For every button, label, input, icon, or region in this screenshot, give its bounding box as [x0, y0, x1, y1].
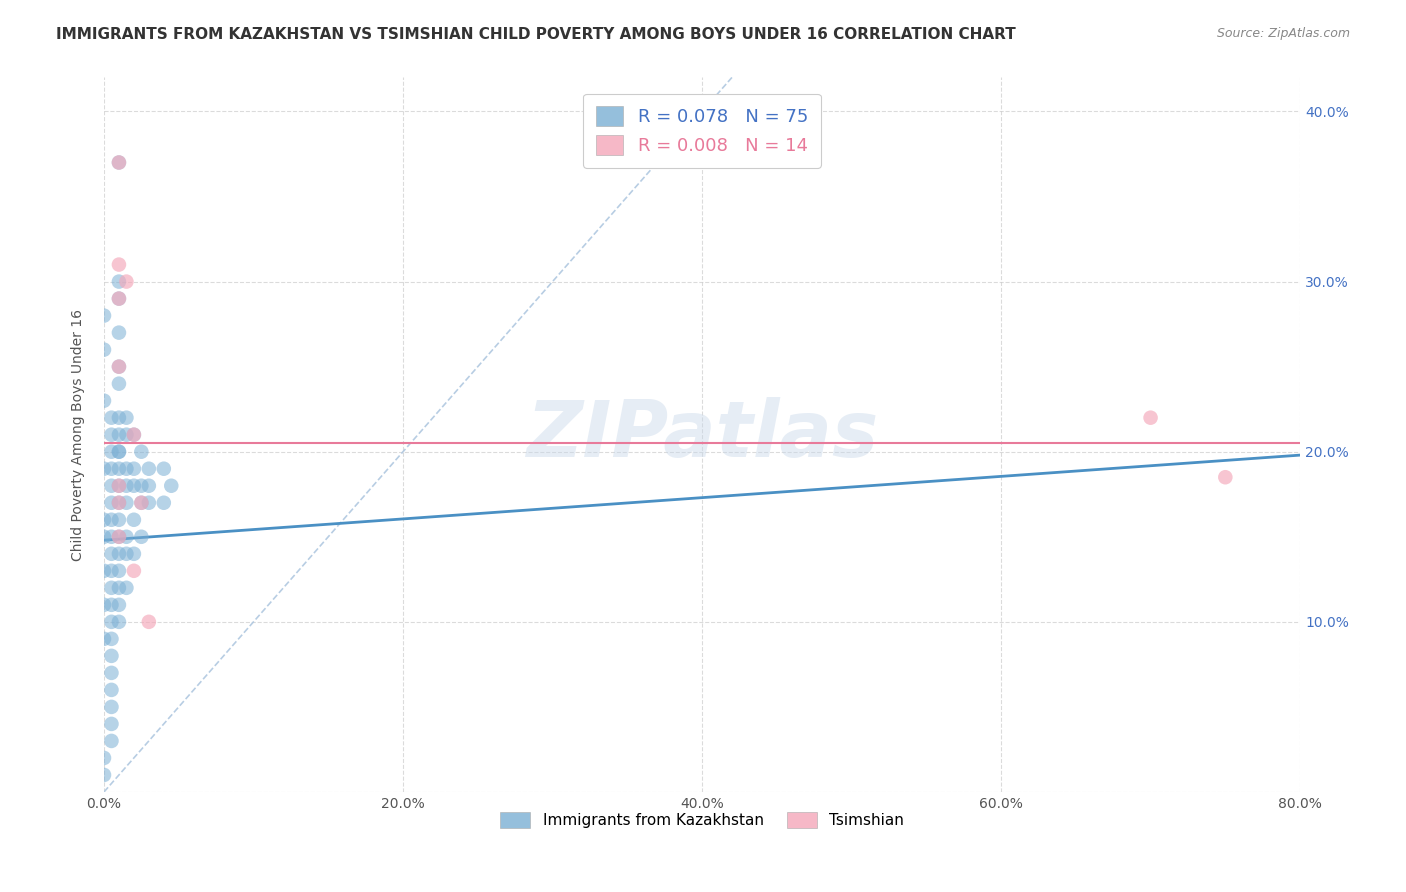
Point	[93, 530, 115, 544]
Point	[122, 547, 145, 561]
Point	[108, 427, 131, 442]
Point	[138, 479, 160, 493]
Point	[122, 427, 145, 442]
Point	[108, 444, 131, 458]
Text: IMMIGRANTS FROM KAZAKHSTAN VS TSIMSHIAN CHILD POVERTY AMONG BOYS UNDER 16 CORREL: IMMIGRANTS FROM KAZAKHSTAN VS TSIMSHIAN …	[56, 27, 1017, 42]
Point	[108, 530, 131, 544]
Point	[115, 530, 138, 544]
Point	[100, 717, 122, 731]
Point	[1213, 470, 1236, 484]
Point	[1139, 410, 1161, 425]
Point	[100, 734, 122, 748]
Point	[108, 359, 131, 374]
Point	[108, 359, 131, 374]
Point	[93, 513, 115, 527]
Point	[108, 326, 131, 340]
Point	[122, 513, 145, 527]
Point	[115, 427, 138, 442]
Point	[138, 496, 160, 510]
Point	[115, 461, 138, 475]
Point	[108, 564, 131, 578]
Point	[100, 564, 122, 578]
Point	[131, 496, 153, 510]
Point	[93, 309, 115, 323]
Point	[93, 598, 115, 612]
Point	[100, 598, 122, 612]
Point	[100, 427, 122, 442]
Point	[108, 155, 131, 169]
Point	[100, 615, 122, 629]
Point	[131, 530, 153, 544]
Point	[108, 410, 131, 425]
Point	[93, 461, 115, 475]
Point	[108, 155, 131, 169]
Point	[100, 581, 122, 595]
Point	[122, 479, 145, 493]
Point	[122, 564, 145, 578]
Point	[93, 751, 115, 765]
Point	[115, 581, 138, 595]
Point	[108, 479, 131, 493]
Point	[108, 530, 131, 544]
Point	[93, 343, 115, 357]
Point	[100, 461, 122, 475]
Point	[108, 615, 131, 629]
Point	[108, 581, 131, 595]
Point	[100, 682, 122, 697]
Point	[108, 376, 131, 391]
Point	[108, 275, 131, 289]
Point	[122, 461, 145, 475]
Point	[108, 461, 131, 475]
Point	[108, 479, 131, 493]
Point	[100, 547, 122, 561]
Point	[100, 496, 122, 510]
Text: Source: ZipAtlas.com: Source: ZipAtlas.com	[1216, 27, 1350, 40]
Point	[108, 496, 131, 510]
Point	[115, 547, 138, 561]
Point	[100, 444, 122, 458]
Point	[108, 258, 131, 272]
Point	[93, 632, 115, 646]
Point	[108, 598, 131, 612]
Point	[100, 632, 122, 646]
Point	[108, 547, 131, 561]
Point	[108, 496, 131, 510]
Point	[138, 615, 160, 629]
Point	[100, 513, 122, 527]
Y-axis label: Child Poverty Among Boys Under 16: Child Poverty Among Boys Under 16	[72, 309, 86, 561]
Point	[122, 427, 145, 442]
Point	[152, 461, 174, 475]
Point	[100, 699, 122, 714]
Text: ZIPatlas: ZIPatlas	[526, 397, 879, 473]
Point	[138, 461, 160, 475]
Point	[100, 410, 122, 425]
Point	[93, 564, 115, 578]
Point	[152, 496, 174, 510]
Point	[115, 496, 138, 510]
Point	[93, 393, 115, 408]
Legend: Immigrants from Kazakhstan, Tsimshian: Immigrants from Kazakhstan, Tsimshian	[494, 806, 910, 834]
Point	[108, 292, 131, 306]
Point	[108, 292, 131, 306]
Point	[115, 410, 138, 425]
Point	[131, 444, 153, 458]
Point	[108, 444, 131, 458]
Point	[100, 479, 122, 493]
Point	[108, 513, 131, 527]
Point	[100, 665, 122, 680]
Point	[131, 479, 153, 493]
Point	[93, 768, 115, 782]
Point	[100, 530, 122, 544]
Point	[100, 648, 122, 663]
Point	[115, 275, 138, 289]
Point	[131, 496, 153, 510]
Point	[160, 479, 183, 493]
Point	[115, 479, 138, 493]
